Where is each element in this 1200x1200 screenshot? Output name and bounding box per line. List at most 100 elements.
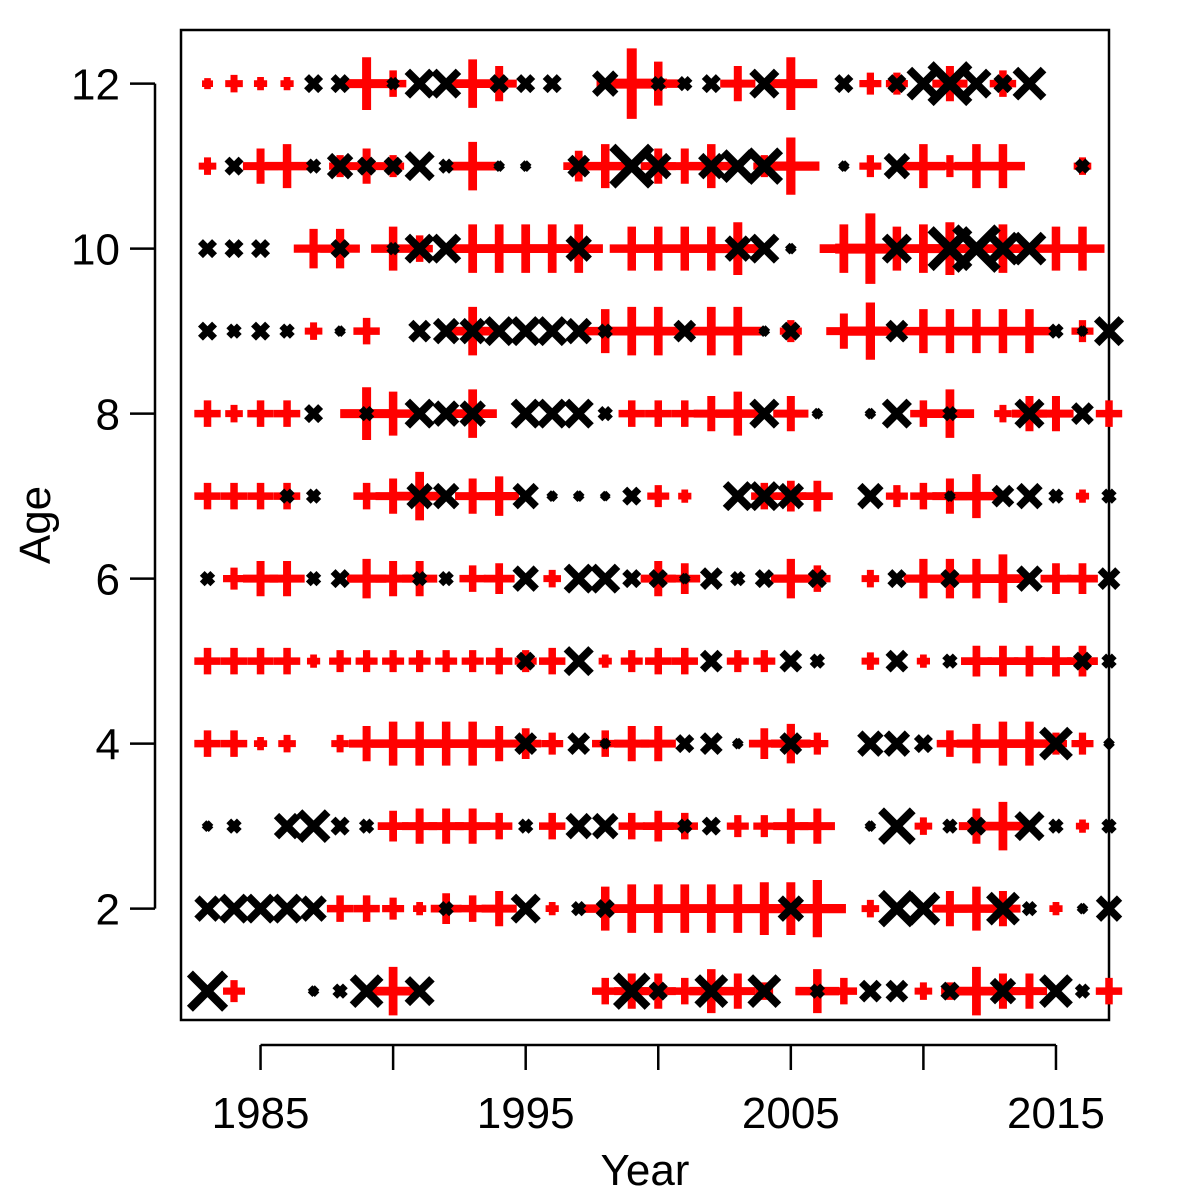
positive-residual-marker [715,391,760,436]
negative-residual-marker [885,979,909,1003]
positive-residual-marker [545,902,559,916]
negative-residual-marker [1071,402,1094,425]
negative-residual-marker [516,74,536,94]
negative-residual-marker [592,70,619,97]
negative-residual-marker [1021,900,1038,917]
positive-residual-marker [647,485,670,508]
negative-residual-marker [432,317,460,345]
positive-residual-marker [247,647,274,675]
negative-residual-marker [927,61,973,107]
positive-residual-marker [914,817,933,835]
negative-residual-marker [431,233,462,264]
positive-residual-marker [987,645,1019,677]
negative-residual-marker [883,152,911,180]
positive-residual-marker [194,482,221,510]
negative-residual-marker [1012,66,1047,101]
negative-residual-marker [590,563,621,594]
y-axis: 2 4 6 8 10 12 [71,61,157,935]
negative-residual-marker [675,734,695,754]
negative-residual-marker [678,572,691,585]
negative-residual-marker [747,974,782,1009]
negative-residual-marker [438,158,454,174]
negative-residual-marker [838,160,850,172]
positive-residual-marker [645,400,672,427]
x-tick-label: 1985 [212,1089,310,1138]
negative-residual-marker [906,891,941,926]
positive-residual-marker [326,895,354,922]
negative-residual-marker [677,75,693,92]
negative-residual-marker [332,983,348,999]
positive-residual-marker [980,144,1025,189]
positive-residual-marker [485,647,513,675]
negative-residual-marker [807,569,827,589]
negative-residual-marker [777,482,805,510]
positive-residual-marker [859,155,882,178]
negative-residual-marker [358,405,375,422]
plot-frame [179,28,1111,1022]
negative-residual-marker [857,482,884,510]
positive-residual-marker [202,78,214,90]
positive-residual-marker [306,654,321,668]
negative-residual-marker [226,818,242,834]
negative-residual-marker [565,812,592,840]
negative-residual-marker [989,977,1017,1005]
negative-residual-marker [887,569,907,589]
negative-residual-marker [514,732,538,755]
positive-residual-marker [461,650,484,673]
x-tick-label: 1995 [477,1089,575,1138]
negative-residual-marker [811,407,824,420]
negative-residual-marker [673,319,697,343]
positive-residual-marker [304,322,323,340]
positive-residual-marker [448,141,497,191]
positive-residual-marker [353,895,380,922]
negative-residual-marker [622,486,642,506]
positive-residual-marker [1067,563,1098,595]
negative-residual-marker [1039,974,1073,1009]
negative-residual-marker [592,812,619,840]
positive-residual-marker [762,137,820,195]
negative-residual-marker [864,407,877,420]
positive-residual-marker [1095,977,1123,1005]
negative-residual-marker [722,481,753,512]
negative-residual-marker [599,490,611,502]
positive-residual-marker [223,567,246,590]
negative-residual-marker [1074,983,1091,999]
negative-residual-marker [459,317,486,345]
negative-residual-marker [1016,565,1043,592]
positive-residual-marker [598,654,612,668]
negative-residual-marker [731,737,744,750]
positive-residual-marker [1011,973,1048,1009]
negative-residual-marker [565,317,592,345]
negative-residual-marker [961,68,992,99]
negative-residual-marker [408,319,431,343]
x-tick-label: 2005 [742,1089,840,1138]
positive-residual-marker [1049,902,1063,916]
negative-residual-marker [885,319,909,343]
negative-residual-marker [563,398,594,429]
positive-residual-marker [355,650,378,673]
positive-residual-marker [861,652,880,670]
negative-residual-marker [273,812,301,840]
positive-residual-marker [910,482,937,510]
negative-residual-marker [304,404,324,424]
positive-residual-marker [1060,226,1105,271]
negative-residual-marker [358,818,375,834]
positive-residual-marker [720,66,756,102]
x-axis: 1985 1995 2005 2015 [212,1043,1105,1138]
negative-residual-marker [334,325,346,337]
positive-residual-marker [618,400,645,427]
negative-residual-marker [197,239,218,259]
positive-residual-marker [1038,396,1074,432]
y-axis-label: Age [11,486,60,564]
negative-residual-marker [194,895,221,922]
negative-residual-marker [609,143,655,189]
negative-residual-marker [648,981,668,1001]
negative-residual-marker [563,563,594,594]
marker-layer [186,48,1125,1016]
negative-residual-marker [438,900,454,917]
y-tick-label: 12 [71,61,120,110]
positive-residual-marker [841,302,899,360]
positive-residual-marker [479,476,519,516]
negative-residual-marker [612,972,651,1010]
negative-residual-marker [567,154,591,178]
